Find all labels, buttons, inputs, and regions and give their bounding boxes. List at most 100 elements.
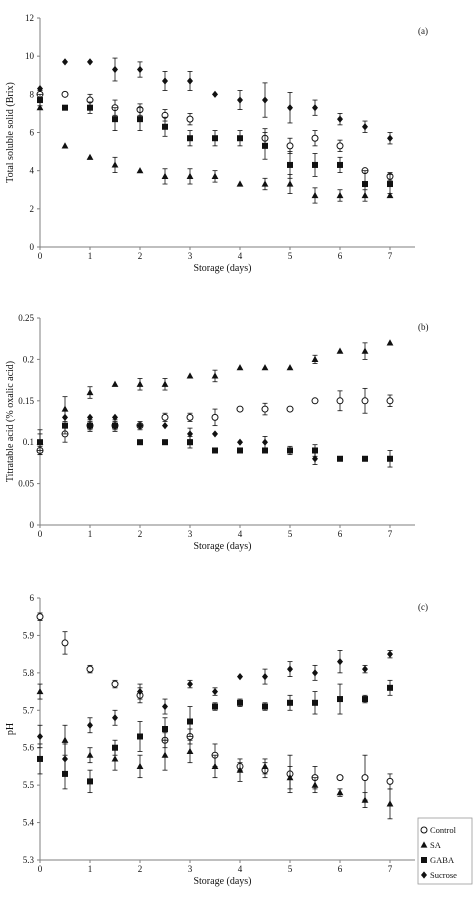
data-point — [286, 405, 294, 413]
data-point — [162, 726, 168, 732]
y-axis-label: Titratable acid (% oxalic acid) — [5, 361, 16, 482]
x-tick-label: 0 — [38, 251, 43, 261]
data-point — [262, 142, 268, 149]
data-point — [236, 766, 244, 773]
data-point — [161, 413, 169, 421]
data-point — [162, 439, 168, 446]
y-tick-label: 10 — [25, 51, 35, 61]
data-point — [87, 422, 93, 429]
y-tick-label: 0.05 — [18, 479, 34, 489]
data-point — [61, 142, 69, 149]
data-point — [112, 744, 118, 751]
data-point — [287, 699, 293, 706]
x-tick-label: 7 — [388, 864, 393, 874]
data-point — [262, 447, 268, 454]
data-point — [161, 380, 169, 387]
data-point — [186, 372, 194, 379]
y-tick-label: 6 — [30, 128, 35, 138]
panel-label: (b) — [418, 322, 429, 332]
y-tick-label: 0.15 — [18, 396, 34, 406]
data-point — [87, 778, 93, 785]
data-point — [312, 669, 318, 677]
data-point — [136, 762, 144, 770]
data-point — [36, 687, 44, 695]
data-point — [112, 116, 118, 123]
data-point — [162, 702, 168, 711]
y-tick-label: 6 — [30, 593, 35, 603]
data-point — [87, 104, 93, 111]
data-point — [161, 751, 169, 758]
y-tick-label: 12 — [25, 13, 34, 23]
x-tick-label: 2 — [138, 864, 143, 874]
x-tick-label: 5 — [288, 529, 293, 539]
data-point — [62, 422, 68, 429]
data-point — [262, 673, 268, 681]
data-point — [186, 115, 194, 123]
data-point — [262, 96, 268, 104]
data-point — [62, 413, 68, 421]
data-point — [111, 680, 119, 688]
series-sucrose — [37, 57, 393, 145]
data-point — [387, 181, 393, 188]
data-point — [361, 796, 369, 803]
data-point — [211, 413, 219, 421]
data-point — [37, 732, 43, 741]
legend: Control SA GABA Sucrose — [417, 817, 473, 885]
data-point — [87, 721, 93, 729]
data-point — [62, 104, 68, 111]
x-tick-label: 5 — [288, 864, 293, 874]
data-point — [61, 405, 69, 412]
data-point — [112, 422, 118, 429]
data-point — [186, 413, 194, 421]
series-gaba — [37, 93, 393, 198]
y-axis-label: pH — [5, 723, 16, 735]
data-point — [211, 172, 219, 179]
data-point — [62, 755, 68, 763]
data-point — [362, 455, 368, 462]
data-point — [286, 180, 294, 187]
data-point — [37, 755, 43, 762]
data-point — [36, 613, 44, 621]
data-point — [361, 347, 369, 354]
data-point — [362, 123, 368, 131]
legend-marker — [420, 826, 428, 834]
data-point — [311, 781, 319, 788]
x-tick-label: 5 — [288, 251, 293, 261]
x-tick-label: 4 — [238, 864, 243, 874]
x-tick-label: 0 — [38, 529, 43, 539]
data-point — [262, 438, 268, 446]
data-point — [287, 104, 293, 112]
data-point — [87, 58, 93, 66]
data-point — [37, 97, 43, 104]
data-point — [312, 455, 318, 463]
data-point — [261, 364, 269, 371]
data-point — [61, 736, 69, 743]
legend-marker — [420, 841, 428, 848]
x-tick-label: 2 — [138, 529, 143, 539]
data-point — [86, 751, 94, 758]
x-axis-label: Storage (days) — [193, 876, 251, 887]
data-point — [87, 413, 93, 421]
data-point — [237, 447, 243, 454]
data-point — [361, 397, 369, 405]
data-point — [311, 397, 319, 405]
data-point — [212, 430, 218, 438]
y-tick-label: 2 — [30, 204, 35, 214]
x-tick-label: 3 — [188, 529, 193, 539]
data-point — [162, 77, 168, 85]
data-point — [237, 135, 243, 142]
x-tick-label: 6 — [338, 251, 343, 261]
data-point — [312, 447, 318, 454]
y-tick-label: 4 — [30, 166, 35, 176]
data-point — [287, 161, 293, 168]
data-point — [386, 191, 394, 199]
data-point — [212, 135, 218, 142]
y-tick-label: 0 — [30, 520, 35, 530]
data-point — [86, 388, 94, 396]
data-point — [262, 703, 268, 710]
data-point — [137, 687, 143, 696]
data-point — [336, 142, 344, 150]
chart-panel-3: 5.3 5.4 5.5 5.6 5.7 5.8 5.9 6 0 1 2 3 4 5 6 7 Storage (d… — [5, 593, 428, 887]
data-point — [387, 455, 393, 462]
